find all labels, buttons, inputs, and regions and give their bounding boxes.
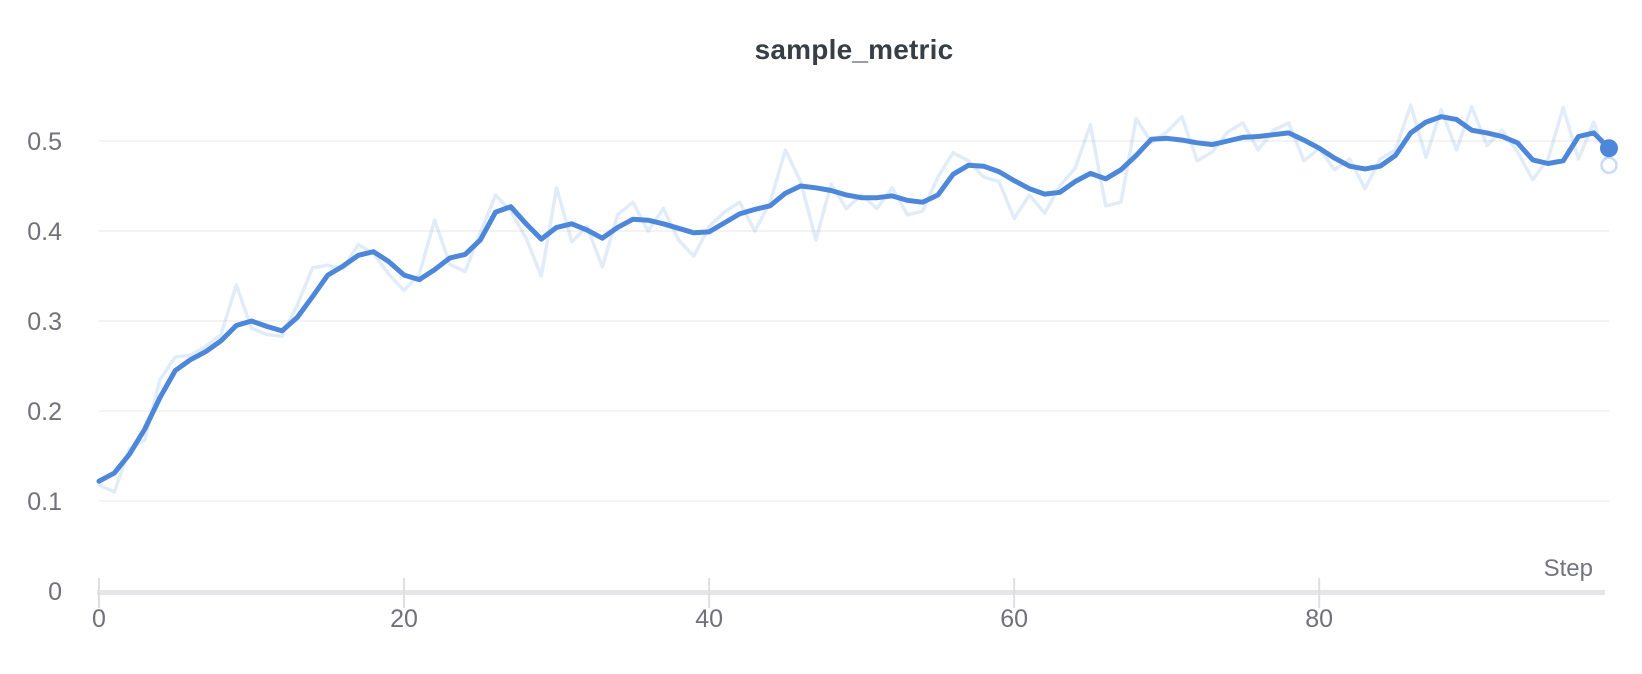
y-tick-label: 0.4 [27,218,62,246]
raw-endpoint-dot [1600,156,1618,175]
series-line-smoothed [96,114,1612,484]
x-tick-label: 40 [695,605,723,633]
y-tick-label: 0.5 [27,128,62,156]
y-tick-label: 0 [48,578,62,606]
y-tick-label: 0.2 [27,398,62,426]
x-tick-label: 0 [92,605,106,633]
x-tick-label: 60 [1000,605,1028,633]
x-tick-label: 20 [390,605,418,633]
smoothed-endpoint-dot [1600,139,1618,158]
x-axis-label: Step [1543,555,1593,582]
series-line-original [97,103,1611,494]
x-tick-label: 80 [1305,605,1333,633]
y-tick-label: 0.3 [27,308,62,336]
y-tick-label: 0.1 [27,488,62,516]
chart-title: sample_metric [754,34,954,65]
